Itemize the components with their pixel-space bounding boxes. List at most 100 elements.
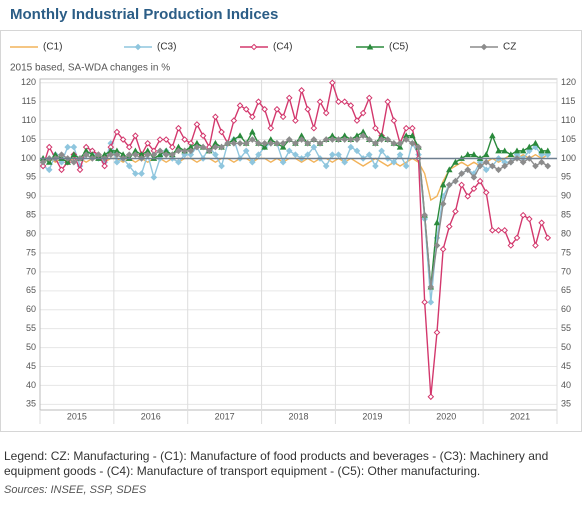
chart-title: Monthly Industrial Production Indices bbox=[10, 6, 279, 23]
point bbox=[353, 117, 361, 124]
point bbox=[480, 43, 488, 51]
x-tick-label: 2020 bbox=[436, 411, 456, 421]
point bbox=[495, 227, 502, 234]
point bbox=[409, 132, 416, 139]
point bbox=[175, 158, 182, 166]
point bbox=[273, 140, 281, 147]
point bbox=[150, 151, 158, 158]
point bbox=[132, 151, 139, 158]
y2-tick-label: 55 bbox=[561, 323, 571, 333]
y-tick-label: 65 bbox=[26, 285, 36, 295]
point bbox=[304, 151, 312, 158]
point bbox=[292, 117, 299, 124]
point bbox=[273, 105, 281, 113]
point bbox=[433, 219, 441, 226]
point bbox=[144, 140, 152, 147]
point bbox=[501, 227, 508, 234]
point bbox=[212, 143, 219, 151]
point bbox=[162, 151, 170, 158]
y-tick-label: 75 bbox=[26, 247, 36, 257]
point bbox=[366, 43, 374, 50]
point bbox=[218, 162, 225, 170]
point bbox=[452, 177, 459, 185]
chart-source: Sources: INSEE, SSP, SDES bbox=[4, 484, 147, 496]
point bbox=[347, 102, 355, 109]
y2-tick-label: 110 bbox=[561, 115, 575, 125]
point bbox=[532, 139, 539, 146]
point bbox=[526, 143, 533, 150]
point bbox=[464, 151, 472, 158]
y-tick-label: 105 bbox=[21, 134, 36, 144]
point bbox=[82, 151, 90, 158]
point bbox=[267, 124, 275, 132]
point bbox=[316, 98, 324, 106]
point bbox=[95, 151, 102, 158]
y2-tick-label: 120 bbox=[561, 77, 576, 87]
point bbox=[119, 136, 127, 143]
y2-tick-label: 85 bbox=[561, 210, 571, 220]
point bbox=[279, 140, 287, 147]
point bbox=[372, 124, 379, 132]
point bbox=[267, 140, 275, 147]
point bbox=[384, 136, 392, 143]
point bbox=[279, 143, 287, 150]
point bbox=[390, 117, 398, 124]
point bbox=[181, 151, 188, 158]
point bbox=[464, 166, 472, 174]
y-tick-label: 60 bbox=[26, 304, 36, 314]
point bbox=[402, 162, 410, 170]
y2-tick-label: 80 bbox=[561, 228, 571, 238]
point bbox=[378, 136, 385, 143]
point bbox=[433, 329, 441, 336]
point bbox=[45, 143, 53, 151]
point bbox=[501, 162, 508, 170]
point bbox=[169, 143, 176, 151]
point bbox=[285, 94, 293, 102]
point bbox=[365, 136, 373, 143]
legend-label: (C1) bbox=[43, 42, 62, 53]
point bbox=[125, 162, 133, 170]
y2-tick-label: 100 bbox=[561, 153, 576, 163]
point bbox=[205, 147, 213, 155]
point bbox=[279, 113, 287, 121]
y2-tick-label: 45 bbox=[561, 361, 571, 371]
point bbox=[538, 151, 545, 158]
point bbox=[45, 166, 53, 174]
point bbox=[322, 136, 330, 143]
point bbox=[470, 174, 478, 181]
point bbox=[70, 143, 78, 151]
legend-item: (C1) bbox=[10, 42, 62, 53]
point bbox=[212, 151, 219, 158]
point bbox=[365, 151, 373, 158]
point bbox=[298, 87, 305, 94]
point bbox=[76, 166, 84, 174]
point bbox=[249, 113, 256, 121]
point bbox=[427, 298, 435, 306]
y-tick-label: 40 bbox=[26, 380, 36, 390]
point bbox=[482, 158, 490, 166]
y2-tick-label: 35 bbox=[561, 399, 571, 409]
point bbox=[470, 185, 478, 193]
point bbox=[156, 147, 164, 155]
point bbox=[396, 140, 404, 147]
point bbox=[187, 151, 195, 158]
point bbox=[285, 136, 293, 143]
y-tick-label: 45 bbox=[26, 361, 36, 371]
point bbox=[519, 211, 527, 219]
y-tick-label: 70 bbox=[26, 266, 36, 276]
y2-tick-label: 70 bbox=[561, 266, 571, 276]
point bbox=[169, 151, 176, 158]
point bbox=[316, 140, 324, 147]
point bbox=[242, 147, 250, 155]
y2-tick-label: 105 bbox=[561, 134, 576, 144]
point bbox=[544, 147, 552, 154]
point bbox=[255, 151, 262, 158]
point bbox=[310, 143, 318, 151]
point bbox=[329, 136, 336, 143]
point bbox=[249, 128, 256, 135]
point bbox=[193, 121, 201, 128]
plot-border bbox=[39, 78, 558, 411]
point bbox=[415, 143, 422, 151]
y2-tick-label: 65 bbox=[561, 285, 571, 295]
point bbox=[329, 79, 336, 87]
